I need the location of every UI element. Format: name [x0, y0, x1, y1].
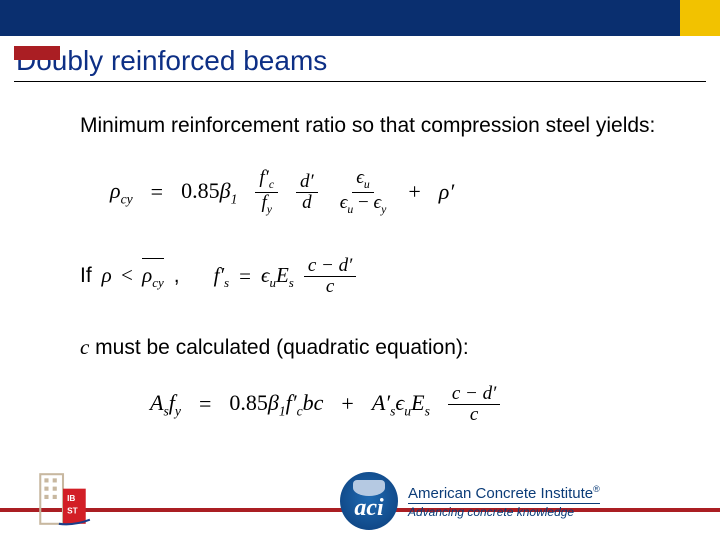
f-prime-s: f′ [214, 263, 224, 287]
rho-var: ρ [102, 263, 112, 287]
yellow-accent [680, 0, 720, 36]
equation-asfy: Asfy = 0.85β1f′cbc + A′sϵuEs c − d′ c [80, 384, 680, 425]
if-condition: If ρ < ρcy , f′s = ϵuEs c − d′ c [80, 256, 680, 297]
equals: = [151, 177, 163, 207]
if-word: If [80, 262, 92, 290]
c-must-be-calculated: c must be calculated (quadratic equation… [80, 333, 680, 362]
rho: ρ [110, 178, 121, 203]
eq3-equals: = [199, 389, 211, 419]
frac-fc-fy: f′c fy [255, 168, 278, 215]
beta-sub: 1 [231, 191, 238, 206]
rho-prime: ρ′ [439, 177, 454, 207]
ibst-logo: IB ST [32, 468, 94, 530]
frac-c-dprime: c − d′ c [304, 256, 356, 297]
rho-sub: cy [121, 191, 133, 206]
eq3-frac: c − d′ c [448, 384, 500, 425]
svg-text:ST: ST [67, 506, 78, 515]
rho-bar: ρcy [142, 261, 164, 292]
eq: = [239, 262, 251, 290]
coef: 0.85 [181, 178, 220, 203]
c-var: c [80, 335, 89, 359]
title-red-marker [14, 46, 60, 60]
frac-eps: ϵu ϵu − ϵy [336, 168, 391, 215]
header-bar [0, 0, 720, 36]
eq3-plus: + [341, 389, 353, 419]
lt: < [117, 263, 137, 287]
equation-rho-cy: ρcy = 0.85β1 f′c fy d′ d ϵu ϵu − ϵy + ρ′ [80, 168, 680, 215]
frac-dprime-d: d′ d [296, 172, 318, 213]
plus: + [408, 177, 420, 207]
svg-text:IB: IB [67, 494, 75, 503]
title-underline: Doubly reinforced beams [14, 36, 706, 82]
comma: , [174, 262, 180, 290]
beta: β [220, 178, 231, 203]
aci-logo: aci American Concrete Institute® Advanci… [340, 472, 600, 530]
content-area: Minimum reinforcement ratio so that comp… [0, 82, 720, 425]
E-s: E [276, 263, 289, 287]
aci-circle-icon: aci [340, 472, 398, 530]
intro-text: Minimum reinforcement ratio so that comp… [80, 112, 680, 140]
c-text: must be calculated (quadratic equation): [89, 336, 468, 359]
title-area: Doubly reinforced beams [0, 36, 720, 82]
slide-title: Doubly reinforced beams [14, 45, 706, 77]
footer: IB ST aci American Concrete Institute® A… [0, 462, 720, 540]
aci-text: American Concrete Institute® Advancing c… [408, 484, 600, 519]
